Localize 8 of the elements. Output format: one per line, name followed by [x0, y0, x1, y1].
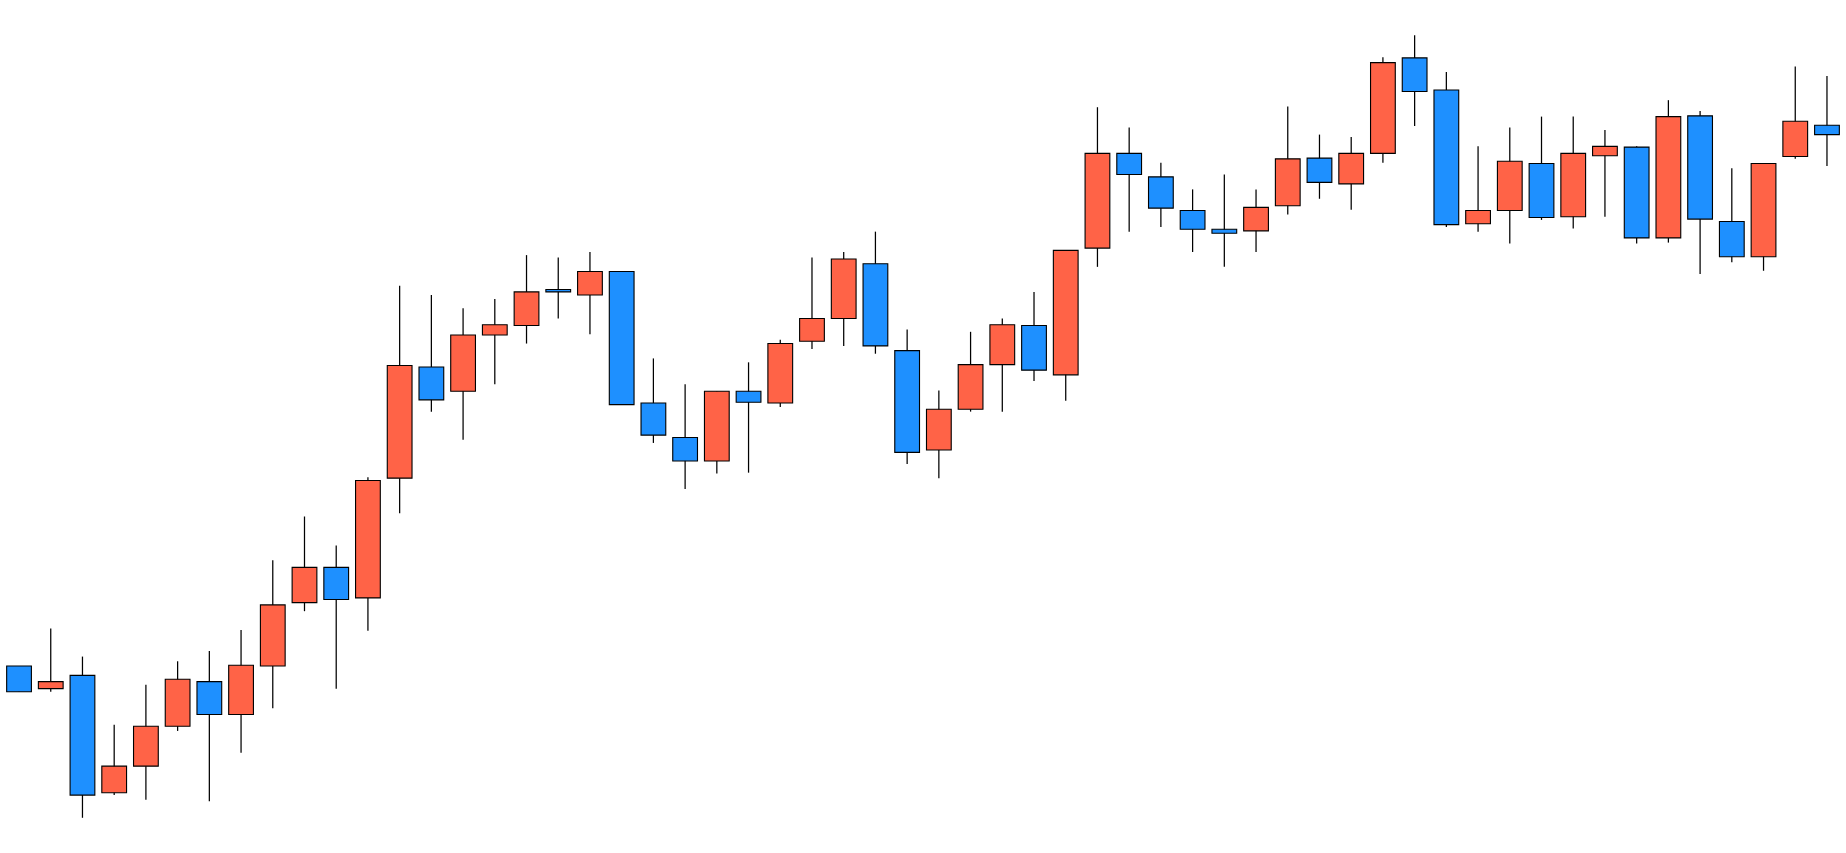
candlestick: [1814, 75, 1840, 167]
candlestick: [545, 256, 572, 320]
candlestick: [1592, 129, 1618, 218]
candlestick: [481, 298, 508, 385]
candlestick: [1211, 173, 1238, 268]
candlestick: [1465, 145, 1491, 233]
candlestick: [37, 627, 64, 693]
candlestick: [735, 361, 762, 474]
